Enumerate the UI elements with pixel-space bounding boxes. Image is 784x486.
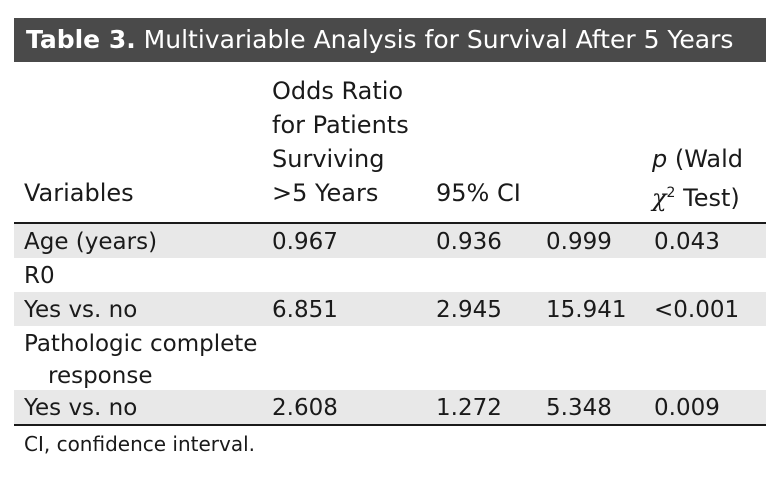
cell-variable: R0: [24, 263, 55, 289]
header-chi-sup: 2: [666, 185, 676, 201]
row-shade-1: [14, 224, 766, 258]
header-chi: χ: [652, 184, 667, 212]
cell-odds: 6.851: [272, 297, 338, 323]
table-footnote: CI, confidence interval.: [24, 432, 256, 456]
cell-ci-high: 5.348: [546, 395, 612, 421]
header-p-wald: (Wald: [674, 145, 744, 173]
cell-ci-low: 0.936: [436, 229, 502, 255]
header-odds-ratio-line2: for Patients: [272, 111, 409, 139]
header-odds-ratio-line3: Surviving: [272, 145, 385, 173]
header-odds-ratio-line4: >5 Years: [272, 179, 379, 207]
cell-ci-high: 0.999: [546, 229, 612, 255]
cell-variable-line1: Pathologic complete: [24, 331, 258, 357]
header-odds-ratio-line1: Odds Ratio: [272, 77, 404, 105]
table-title: Table 3. Multivariable Analysis for Surv…: [14, 18, 766, 62]
header-p-line2: χ2 Test): [652, 176, 740, 215]
table-title-label: Table 3.: [26, 25, 136, 54]
cell-variable: Age (years): [24, 229, 158, 255]
cell-variable: Yes vs. no: [24, 395, 138, 421]
table-title-text: Multivariable Analysis for Survival Afte…: [143, 25, 734, 54]
cell-p: <0.001: [654, 297, 740, 323]
header-rule: [14, 222, 766, 224]
row-shade-3: [14, 292, 766, 326]
cell-ci-low: 2.945: [436, 297, 502, 323]
cell-p: 0.009: [654, 395, 720, 421]
cell-variable-line2: response: [48, 363, 153, 389]
header-p-test: Test): [683, 184, 740, 212]
cell-odds: 0.967: [272, 229, 338, 255]
cell-ci-high: 15.941: [546, 297, 627, 323]
bottom-rule: [14, 424, 766, 426]
header-variables: Variables: [24, 179, 134, 207]
cell-ci-low: 1.272: [436, 395, 502, 421]
header-ci: 95% CI: [436, 179, 521, 207]
header-p-letter: p: [652, 145, 668, 173]
row-shade-5: [14, 390, 766, 424]
cell-p: 0.043: [654, 229, 720, 255]
cell-variable: Yes vs. no: [24, 297, 138, 323]
header-p-line1: p (Wald: [652, 142, 743, 176]
cell-odds: 2.608: [272, 395, 338, 421]
